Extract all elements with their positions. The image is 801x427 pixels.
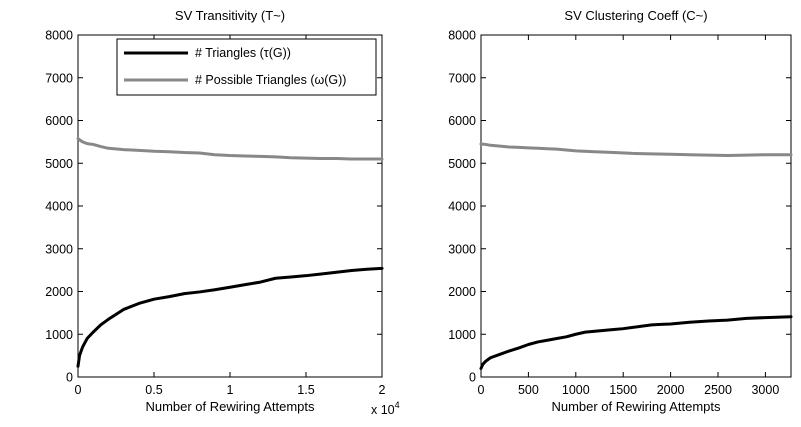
triangles-series-line (479, 315, 793, 370)
y-tick-label: 4000 (448, 200, 476, 214)
x-tick-label: 500 (518, 383, 539, 397)
legend-label-triangles: # Triangles (τ(G)) (195, 46, 291, 60)
legend: # Triangles (τ(G)) # Possible Triangles … (116, 38, 377, 96)
x-tick-label: 0 (478, 383, 485, 397)
series-group (479, 142, 793, 370)
y-tick-label: 5000 (45, 157, 73, 171)
x-tick-label: 0 (75, 383, 82, 397)
y-ticks: 0 1000 2000 3000 4000 5000 6000 7000 8000 (448, 29, 791, 385)
y-tick-label: 1000 (45, 328, 73, 342)
possible-triangles-series-line (479, 142, 793, 158)
y-tick-label: 0 (66, 371, 73, 385)
y-tick-label: 0 (469, 371, 476, 385)
x-tick-label: 1000 (562, 383, 590, 397)
possible-triangles-series-line (76, 136, 384, 161)
x-tick-label: 3000 (751, 383, 779, 397)
x-tick-label: 2500 (704, 383, 732, 397)
y-tick-label: 2000 (448, 285, 476, 299)
x-ticks: 0 0.5 1 1.5 2 (75, 35, 386, 397)
x-tick-label: 1.5 (297, 383, 314, 397)
y-tick-label: 8000 (45, 29, 73, 43)
y-tick-label: 5000 (448, 157, 476, 171)
legend-box (116, 38, 377, 96)
x-exponent-label: x 104 (371, 400, 400, 417)
y-tick-label: 8000 (448, 29, 476, 43)
x-tick-label: 1500 (609, 383, 637, 397)
y-tick-label: 7000 (448, 71, 476, 85)
triangles-series-line (76, 266, 384, 368)
y-tick-label: 4000 (45, 200, 73, 214)
x-tick-label: 1 (227, 383, 234, 397)
y-ticks: 0 1000 2000 3000 4000 5000 6000 7000 8000 (45, 29, 382, 385)
y-tick-label: 6000 (45, 114, 73, 128)
x-tick-label: 2 (379, 383, 386, 397)
x-tick-label: 0.5 (145, 383, 162, 397)
clustering-coeff-subplot: SV Clustering Coeff (C~) 0 1000 2000 3000 40… (448, 8, 793, 414)
y-tick-label: 6000 (448, 114, 476, 128)
y-tick-label: 7000 (45, 71, 73, 85)
y-tick-label: 1000 (448, 328, 476, 342)
chart-title: SV Clustering Coeff (C~) (564, 8, 707, 23)
x-axis-label: Number of Rewiring Attempts (551, 399, 721, 414)
chart-title: SV Transitivity (T~) (175, 8, 285, 23)
x-ticks: 0 500 1000 1500 2000 2500 3000 (478, 35, 779, 397)
y-tick-label: 3000 (45, 242, 73, 256)
x-axis-label: Number of Rewiring Attempts (145, 399, 315, 414)
series-group (76, 136, 384, 368)
legend-label-possible-triangles: # Possible Triangles (ω(G)) (195, 73, 346, 87)
x-exponent-power: 4 (395, 400, 400, 410)
x-tick-label: 2000 (657, 383, 685, 397)
y-tick-label: 2000 (45, 285, 73, 299)
y-tick-label: 3000 (448, 242, 476, 256)
transitivity-subplot: SV Transitivity (T~) 0 1000 2000 3000 4000 50… (45, 8, 399, 417)
